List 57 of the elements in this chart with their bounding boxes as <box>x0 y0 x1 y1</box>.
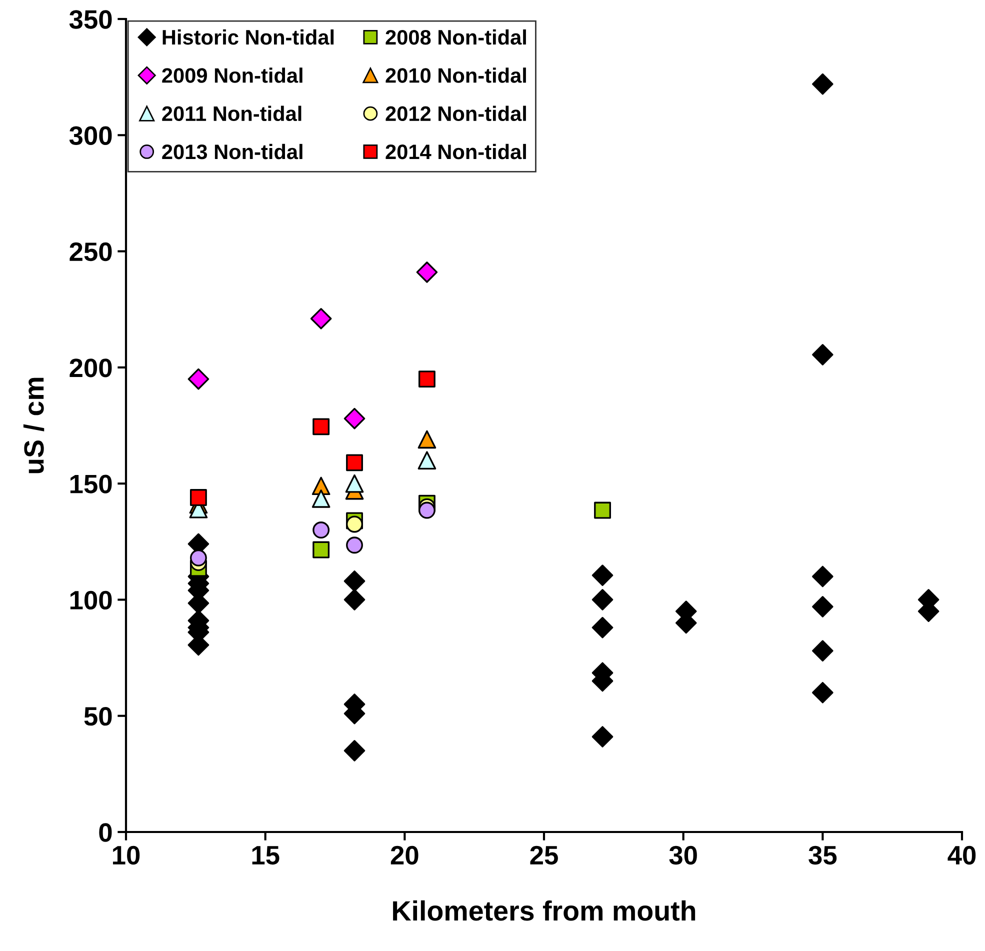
point <box>812 596 834 618</box>
y-tick-label: 150 <box>70 474 112 494</box>
point <box>190 489 207 506</box>
y-tick-label: 100 <box>70 590 112 610</box>
point <box>344 408 366 430</box>
point <box>312 418 330 436</box>
point <box>344 740 366 762</box>
point <box>418 430 436 449</box>
point <box>418 451 436 470</box>
x-tick-label: 15 <box>252 846 280 865</box>
x-tick-label: 25 <box>530 846 558 865</box>
point <box>812 73 834 95</box>
x-tick-label: 35 <box>808 846 837 865</box>
legend-label: 2011 Non-tidal <box>162 106 302 122</box>
legend-label: 2012 Non-tidal <box>386 106 526 122</box>
legend-label: Historic Non-tidal <box>162 29 334 45</box>
point <box>345 474 364 493</box>
point <box>418 370 436 388</box>
point <box>312 522 330 539</box>
legend-label: 2008 Non-tidal <box>386 29 526 45</box>
point <box>190 549 207 566</box>
y-tick-label: 50 <box>84 706 112 726</box>
point <box>416 262 438 283</box>
point <box>346 516 363 533</box>
x-axis-title: Kilometers from mouth <box>393 900 696 921</box>
point <box>812 640 834 662</box>
point <box>812 344 834 366</box>
point <box>592 616 614 638</box>
point <box>812 682 834 704</box>
legend-label: 2014 Non-tidal <box>386 144 526 160</box>
point <box>312 490 330 508</box>
y-tick-label: 250 <box>70 242 112 262</box>
legend-label: 2010 Non-tidal <box>386 68 526 83</box>
point <box>312 541 330 558</box>
legend-label: 2009 Non-tidal <box>162 68 302 83</box>
point <box>594 502 611 519</box>
y-tick-label: 200 <box>70 358 112 378</box>
point <box>346 536 363 554</box>
point <box>346 454 363 472</box>
x-tick-label: 40 <box>948 846 976 865</box>
point <box>812 566 834 588</box>
legend-label: 2013 Non-tidal <box>162 144 302 160</box>
point <box>310 308 332 330</box>
point <box>592 726 614 748</box>
y-axis-title: uS / cm <box>23 378 44 474</box>
point <box>344 589 366 610</box>
y-tick-label: 300 <box>69 126 112 145</box>
y-tick-label: 350 <box>69 10 112 29</box>
x-tick-label: 30 <box>669 846 697 865</box>
point <box>592 589 614 610</box>
y-tick-label: 0 <box>99 823 112 842</box>
x-tick-label: 20 <box>390 846 418 865</box>
x-tick-label: 10 <box>112 846 140 865</box>
point <box>344 570 366 592</box>
point <box>592 564 614 586</box>
point <box>418 502 436 519</box>
point <box>188 368 210 390</box>
